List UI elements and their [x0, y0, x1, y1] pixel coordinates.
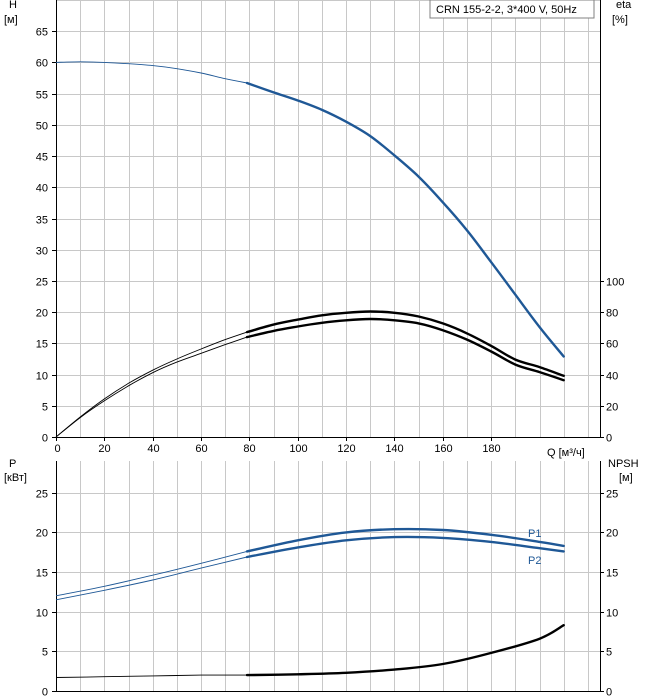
top-left-tick-label: 20 [36, 308, 48, 320]
top-left-tick-label: 25 [36, 277, 48, 289]
top-right-tick-label: 0 [606, 433, 612, 445]
bottom-right-tick-label: 5 [606, 647, 612, 659]
top-left-tick-label: 60 [36, 58, 48, 70]
top-left-tick-label: 55 [36, 90, 48, 102]
x-tick-label: 80 [243, 443, 255, 455]
bottom-left-tick-label: 5 [42, 647, 48, 659]
eta-upper-curve [245, 310, 565, 377]
p2-curve-thin [55, 556, 248, 601]
bottom-grid [56, 461, 600, 691]
top-right-tick-label: 40 [606, 371, 618, 383]
top-axes: 0 5 10 15 20 25 30 35 40 45 50 55 60 65 0 20 40 60 80 100 0 2… [36, 0, 624, 455]
right-axis-label-eta: eta [616, 0, 632, 11]
right-axis-label-npsh: NPSH [608, 458, 639, 470]
top-left-tick-label: 65 [36, 27, 48, 39]
x-tick-label: 160 [434, 443, 452, 455]
eta-curve [245, 317, 565, 382]
top-left-tick-label: 30 [36, 246, 48, 258]
top-right-tick-label: 100 [606, 277, 624, 289]
bottom-left-tick-label: 0 [42, 687, 48, 699]
x-tick-label: 60 [195, 443, 207, 455]
p1-curve-label: P1 [528, 528, 541, 540]
top-left-tick-label: 35 [36, 215, 48, 227]
bottom-axes: 0 5 10 15 20 25 0 5 10 15 20 25 [36, 461, 618, 699]
p1-curve-thin [55, 550, 248, 597]
legend-box: CRN 155-2-2, 3*400 V, 50Hz [429, 0, 595, 19]
bottom-left-tick-label: 25 [36, 489, 48, 501]
right-axis-unit-eta: [%] [612, 14, 628, 26]
bottom-left-tick-label: 20 [36, 528, 48, 540]
x-tick-label: 180 [482, 443, 500, 455]
bottom-right-tick-label: 25 [606, 489, 618, 501]
top-right-tick-label: 60 [606, 339, 618, 351]
bottom-left-tick-label: 15 [36, 568, 48, 580]
x-tick-label: 20 [98, 443, 110, 455]
p2-curve [245, 535, 565, 559]
eta-upper-curve-thin [55, 331, 248, 438]
top-left-tick-label: 15 [36, 339, 48, 351]
top-left-tick-label: 0 [42, 433, 48, 445]
x-tick-label: 140 [385, 443, 403, 455]
head-efficiency-panel: 0 5 10 15 20 25 30 35 40 45 50 55 60 65 0 20 40 60 80 100 0 2… [4, 0, 632, 459]
h-curve-thin [55, 61, 248, 84]
bottom-left-tick-label: 10 [36, 608, 48, 620]
top-right-tick-label: 80 [606, 308, 618, 320]
x-tick-label: 0 [54, 443, 60, 455]
x-tick-label: 40 [147, 443, 159, 455]
left-axis-unit-p: [кВт] [4, 472, 27, 484]
power-npsh-panel: 0 5 10 15 20 25 0 5 10 15 20 25 P [кВт] NPSH [м] P1… [4, 458, 639, 699]
left-axis-label-h: H [9, 0, 17, 11]
top-series [55, 61, 565, 438]
bottom-series [55, 527, 565, 678]
top-left-tick-label: 10 [36, 371, 48, 383]
bottom-right-tick-label: 15 [606, 568, 618, 580]
p1-curve [245, 527, 565, 553]
chart-title: CRN 155-2-2, 3*400 V, 50Hz [436, 4, 577, 16]
bottom-right-tick-label: 0 [606, 687, 612, 699]
npsh-curve-thin [55, 674, 248, 678]
top-left-tick-label: 5 [42, 402, 48, 414]
top-left-tick-label: 40 [36, 183, 48, 195]
top-left-tick-label: 50 [36, 121, 48, 133]
bottom-right-tick-label: 20 [606, 528, 618, 540]
npsh-curve [245, 624, 565, 677]
x-tick-label: 120 [337, 443, 355, 455]
top-right-tick-label: 20 [606, 402, 618, 414]
top-grid [56, 0, 600, 437]
x-tick-label: 100 [289, 443, 307, 455]
left-axis-label-p: P [9, 458, 16, 470]
top-left-tick-label: 45 [36, 152, 48, 164]
bottom-right-tick-label: 10 [606, 608, 618, 620]
p2-curve-label: P2 [528, 555, 541, 567]
right-axis-unit-npsh: [м] [619, 472, 633, 484]
h-curve [245, 81, 565, 358]
left-axis-unit-h: [м] [4, 14, 18, 26]
eta-curve-thin [55, 336, 248, 438]
x-axis-label: Q [м³/ч] [547, 447, 585, 459]
